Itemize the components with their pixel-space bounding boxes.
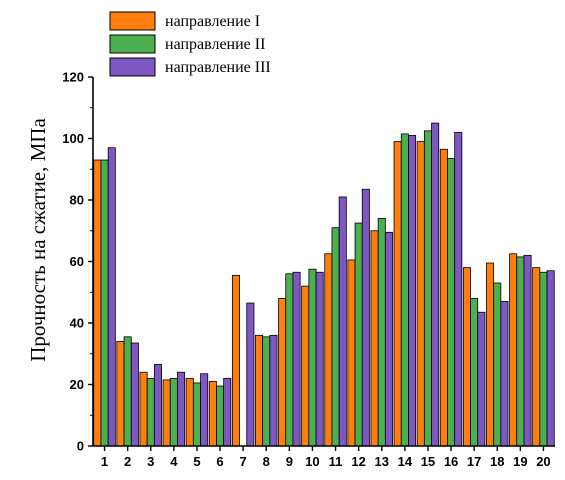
bar-s2-c5 [192,382,201,447]
y-tick-label-0: 0 [77,439,84,454]
bar-s2-c3 [146,377,155,447]
bar-s2-c9 [285,273,294,447]
bar-s2-c10 [308,268,317,447]
legend-label-3: направление III [165,59,271,76]
x-tick-label-3: 3 [147,454,154,469]
bar-s2-c17 [470,297,479,447]
legend-swatch-2 [109,34,156,54]
bar-s1-c12 [347,259,356,447]
bar-s1-c20 [532,267,541,447]
bar-s2-c4 [169,377,178,447]
x-tick-label-10: 10 [305,454,319,469]
x-tick-label-15: 15 [421,454,435,469]
legend-swatch-3 [109,57,156,77]
legend-label-2: направление II [165,36,265,53]
bar-s3-c7 [246,302,255,447]
y-axis-label: Прочность на сжатие, МПа [26,118,50,362]
bar-s1-c3 [139,371,148,447]
bar-s3-c18 [500,301,509,447]
bar-s2-c2 [123,336,132,447]
x-tick-label-16: 16 [444,454,458,469]
bar-s1-c15 [416,141,425,447]
x-tick-label-12: 12 [351,454,365,469]
bar-s1-c5 [185,377,194,447]
bar-s2-c1 [100,159,109,447]
bar-s2-c16 [447,158,456,447]
bar-s3-c9 [292,271,301,447]
x-tick-label-19: 19 [513,454,527,469]
bar-s1-c16 [439,148,448,447]
bar-s2-c19 [516,256,525,447]
bar-s1-c11 [324,253,333,447]
x-tick-label-5: 5 [193,454,200,469]
y-tick-label-40: 40 [70,316,84,331]
legend-label-1: направление I [165,13,260,30]
legend: направление I направление II направление I… [109,11,271,77]
x-tick-label-7: 7 [240,454,247,469]
x-tick-label-8: 8 [263,454,270,469]
x-tick-label-11: 11 [329,454,343,469]
bar-s1-c6 [208,381,217,447]
x-tick-label-18: 18 [490,454,504,469]
bar-s3-c1 [107,147,116,447]
bar-s3-c15 [431,122,440,447]
bar-s1-c14 [393,141,402,447]
bar-s3-c3 [153,364,162,447]
y-tick-label-60: 60 [70,254,84,269]
bar-s1-c8 [255,334,264,447]
bar-s1-c13 [370,230,379,447]
bar-s1-c10 [301,285,310,447]
bar-s2-c8 [262,336,271,447]
bar-s3-c10 [315,271,324,447]
y-tick-label-100: 100 [62,131,84,146]
bar-s3-c5 [200,373,209,447]
bar-s2-c11 [331,227,340,447]
bar-s2-c6 [216,385,225,447]
bar-s3-c8 [269,334,278,447]
bar-s3-c17 [477,311,486,447]
y-tick-label-20: 20 [70,377,84,392]
bar-s3-c20 [546,270,555,447]
y-tick-label-80: 80 [70,193,84,208]
bar-s3-c4 [177,371,186,447]
y-tick-label-120: 120 [62,70,84,85]
x-tick-label-14: 14 [398,454,413,469]
bar-s1-c17 [462,267,471,447]
bar-s3-c12 [361,188,370,447]
x-tick-label-17: 17 [467,454,481,469]
bar-s1-c18 [486,262,495,447]
x-tick-label-20: 20 [536,454,550,469]
bar-s1-c4 [162,379,171,447]
bar-s2-c18 [493,282,502,447]
bar-s1-c19 [509,253,518,447]
bar-s2-c12 [354,222,363,447]
x-tick-label-6: 6 [216,454,223,469]
bar-s2-c14 [400,133,409,447]
x-tick-label-4: 4 [170,454,178,469]
bar-s1-c1 [93,159,102,447]
bar-s3-c16 [454,131,463,447]
x-tick-label-9: 9 [286,454,293,469]
bar-s1-c7 [231,274,240,447]
legend-swatch-1 [109,11,156,31]
bar-s1-c9 [278,297,287,447]
x-tick-label-2: 2 [124,454,131,469]
bar-s2-c15 [423,130,432,447]
bar-s3-c13 [384,231,393,447]
bar-s3-c14 [408,135,417,447]
bar-s1-c2 [116,341,125,447]
bar-s3-c19 [523,254,532,447]
x-tick-label-13: 13 [375,454,389,469]
bar-s3-c2 [130,342,139,447]
bar-s2-c20 [539,271,548,447]
bar-s3-c6 [223,377,232,447]
bar-s3-c11 [338,196,347,447]
bar-s2-c13 [377,218,386,447]
x-tick-label-1: 1 [101,454,108,469]
